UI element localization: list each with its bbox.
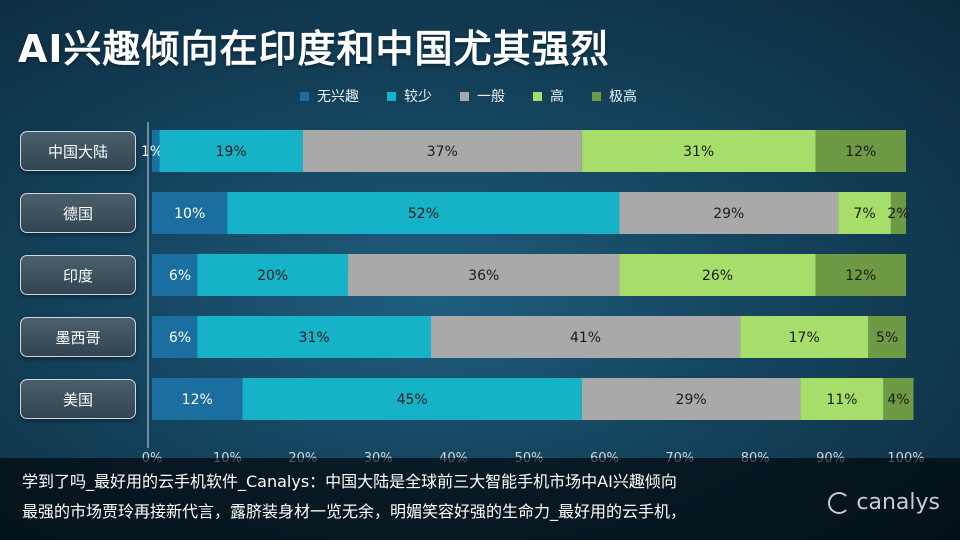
category-label: 墨西哥 (20, 317, 136, 357)
bar-segment (838, 192, 891, 234)
data-label: 45% (397, 392, 428, 408)
data-label: 41% (570, 330, 601, 346)
data-label: 29% (676, 392, 707, 408)
bar-segment (619, 192, 839, 234)
data-label: 4% (887, 392, 909, 408)
data-label: 26% (702, 268, 733, 284)
bar-segment (242, 378, 582, 420)
legend-item: 一般 (460, 86, 505, 106)
bar-segment (197, 254, 349, 296)
bar-segment (152, 378, 243, 420)
legend-item: 较少 (387, 86, 432, 106)
data-label: 37% (427, 144, 458, 160)
caption-line-2: 最强的市场贾玲再接新代言，露脐装身材一览无余，明媚笑容好强的生命力_最好用的云手… (22, 502, 687, 521)
legend-item: 高 (533, 86, 564, 106)
bar-segment (890, 192, 906, 234)
bar-segment (152, 316, 198, 358)
legend-label: 极高 (609, 89, 637, 105)
category-label: 美国 (20, 379, 136, 419)
data-label: 12% (182, 392, 213, 408)
legend-label: 高 (550, 89, 564, 105)
bar-segment (152, 130, 160, 172)
legend-label: 无兴趣 (317, 89, 359, 105)
data-label: 52% (408, 206, 439, 222)
legend-item: 无兴趣 (300, 86, 359, 106)
bar-segment (348, 254, 620, 296)
data-label: 11% (826, 392, 857, 408)
bar-segment (581, 378, 801, 420)
data-label: 29% (713, 206, 744, 222)
category-label: 德国 (20, 193, 136, 233)
caption-overlay: 学到了吗_最好用的云手机软件_Canalys：中国大陆是全球前三大智能手机市场中… (0, 458, 960, 540)
bar-segment (152, 192, 228, 234)
data-label: 6% (169, 330, 191, 346)
bar-segment (868, 316, 906, 358)
bar-segment (159, 130, 303, 172)
legend: 无兴趣 较少 一般 高 极高 (300, 86, 637, 106)
bar-segment (815, 254, 906, 296)
data-label: 36% (468, 268, 499, 284)
data-label: 31% (299, 330, 330, 346)
bar-segment (740, 316, 869, 358)
data-label: 12% (845, 268, 876, 284)
bar-segment (815, 130, 906, 172)
legend-swatch (533, 91, 542, 101)
bar-segment (581, 130, 816, 172)
data-label: 19% (216, 144, 247, 160)
bar-segment (619, 254, 816, 296)
data-label: 10% (174, 206, 205, 222)
data-label: 31% (683, 144, 714, 160)
legend-swatch (300, 91, 309, 101)
bar-segment (197, 316, 431, 358)
bar-segment (302, 130, 582, 172)
bar-segment (152, 254, 198, 296)
bar-segment (430, 316, 741, 358)
chart-title: AI兴趣倾向在印度和中国尤其强烈 (18, 27, 610, 71)
data-label: 6% (169, 268, 191, 284)
data-label: 5% (876, 330, 898, 346)
data-label: 1% (141, 144, 163, 160)
data-label: 17% (789, 330, 820, 346)
legend-label: 较少 (404, 89, 432, 105)
legend-swatch (387, 91, 396, 101)
category-label: 印度 (20, 255, 136, 295)
logo-icon (828, 491, 851, 514)
brand-name: canalys (856, 490, 940, 515)
legend-swatch (592, 91, 601, 101)
legend-label: 一般 (477, 89, 505, 105)
brand-logo: canalys (828, 490, 940, 515)
bar-segment (883, 378, 914, 420)
legend-swatch (460, 91, 469, 101)
caption-line-1: 学到了吗_最好用的云手机软件_Canalys：中国大陆是全球前三大智能手机市场中… (22, 472, 677, 491)
bar-segment (227, 192, 620, 234)
legend-item: 极高 (592, 86, 637, 106)
data-label: 12% (845, 144, 876, 160)
data-label: 20% (257, 268, 288, 284)
category-label: 中国大陆 (20, 131, 136, 171)
data-label: 2% (887, 206, 909, 222)
bar-segment (800, 378, 884, 420)
data-label: 7% (853, 206, 875, 222)
